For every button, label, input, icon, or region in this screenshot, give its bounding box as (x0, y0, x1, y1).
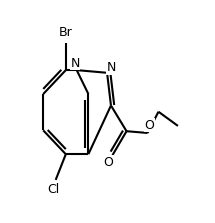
Text: N: N (106, 61, 116, 74)
Text: N: N (71, 57, 80, 70)
Text: Cl: Cl (47, 183, 60, 196)
Text: O: O (104, 156, 114, 169)
Text: Br: Br (59, 27, 73, 39)
Text: O: O (144, 118, 154, 132)
